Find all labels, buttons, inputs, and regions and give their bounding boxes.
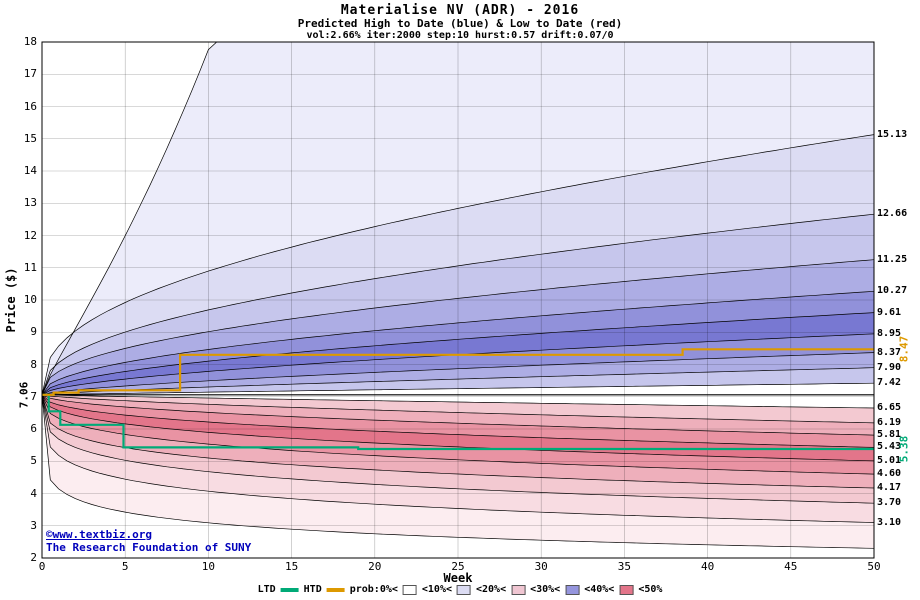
plot-border	[41, 41, 875, 559]
high-fan-band-2	[42, 352, 874, 395]
chart-subtitle: Predicted High to Date (blue) & Low to D…	[297, 17, 623, 30]
percentile-line	[41, 394, 875, 462]
percentile-line	[41, 394, 875, 424]
percentile-line	[41, 394, 875, 523]
high-fan-band-3	[42, 333, 874, 395]
legend-swatch-band-40	[619, 584, 634, 595]
percentile-line	[41, 290, 875, 396]
legend-label: <30%<	[530, 584, 561, 595]
high-fan-band-7	[42, 214, 874, 395]
watermark-url: ©www.textbiz.org	[46, 528, 152, 541]
legend-swatch-line-LTD	[280, 587, 299, 592]
percentile-line	[41, 213, 875, 395]
legend-label: LTD	[257, 584, 276, 595]
low-fan-band-3	[42, 394, 874, 448]
ltd-label: 5.38	[897, 435, 911, 463]
percentile-line	[41, 394, 875, 448]
chart-params: vol:2.66% iter:2000 step:10 hurst:0.57 d…	[306, 30, 614, 41]
high-fan-band-5	[42, 291, 874, 395]
low-fan-band-4	[42, 394, 874, 461]
low-fan-band-9	[42, 394, 874, 549]
percentile-line	[41, 394, 875, 436]
htd-label: 8.47	[897, 335, 911, 363]
low-fan-band-2	[42, 394, 874, 436]
legend-swatch-band-prob0	[402, 584, 417, 595]
percentile-line	[41, 394, 875, 409]
percentile-line	[41, 394, 875, 504]
percentile-line	[41, 259, 875, 395]
legend-label: HTD	[303, 584, 322, 595]
percentile-line	[41, 134, 875, 395]
legend-label: <40%<	[584, 584, 615, 595]
htd-line	[42, 348, 874, 396]
legend: LTD HTD prob:0%< <10%< <20%< <30%< <40%< <50%	[258, 584, 663, 595]
high-fan-bands	[42, 42, 874, 395]
low-fan-band-7	[42, 394, 874, 504]
watermark-org: The Research Foundation of SUNY	[46, 541, 252, 554]
percentile-line	[41, 394, 875, 489]
ltd-line	[42, 393, 874, 451]
legend-label: prob:0%<	[349, 584, 398, 595]
start-price-label: 7.06	[17, 381, 31, 409]
high-fan-band-1	[42, 367, 874, 395]
legend-label: <50%	[638, 584, 663, 595]
high-fan-band-6	[42, 259, 874, 395]
low-fan-band-6	[42, 394, 874, 488]
percentile-line	[41, 382, 875, 396]
legend-swatch-band-10	[456, 584, 471, 595]
legend-swatch-band-30	[565, 584, 580, 595]
low-fan-band-1	[42, 394, 874, 423]
legend-swatch-line-HTD	[326, 587, 345, 592]
high-fan-band-9	[42, 42, 874, 395]
percentile-line	[41, 394, 875, 549]
low-fan-band-5	[42, 394, 874, 475]
legend-swatch-band-20	[511, 584, 526, 595]
low-fan-bands	[42, 394, 874, 549]
chart-title: Materialise NV (ADR) - 2016	[340, 3, 580, 18]
y-axis-title: Price ($)	[4, 267, 18, 333]
percentile-line	[41, 394, 875, 475]
grid	[42, 42, 874, 558]
low-fan-band-8	[42, 394, 874, 523]
legend-label: <10%<	[421, 584, 452, 595]
high-fan-band-8	[42, 134, 874, 395]
x-axis-title: Week	[443, 571, 473, 585]
low-fan-lines	[41, 394, 875, 549]
legend-label: <20%<	[475, 584, 507, 595]
